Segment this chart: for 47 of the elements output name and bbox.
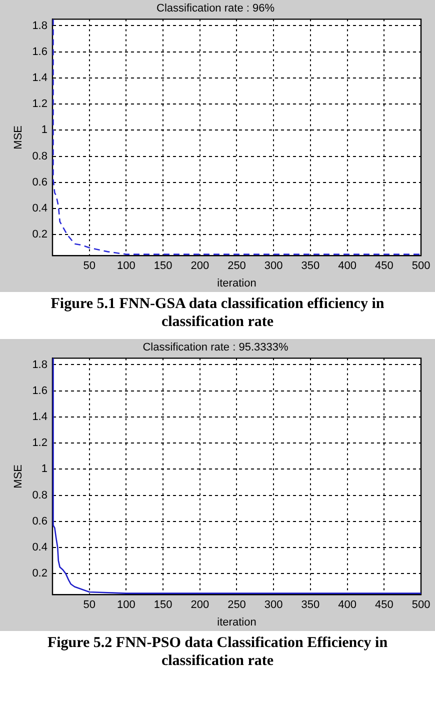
x-tick-label: 500 — [412, 599, 430, 612]
caption: Figure 5.2 FNN-PSO data Classification Efficiency in classification rate — [46, 634, 389, 671]
y-tick-label: 0.4 — [32, 542, 48, 554]
y-tick-label: 1 — [41, 124, 48, 136]
y-tick-label: 0.6 — [32, 176, 48, 188]
x-tick-label: 150 — [154, 260, 172, 272]
y-tick-label: 1.8 — [32, 20, 48, 32]
x-tick-label: 250 — [228, 260, 246, 272]
x-tick-label: 300 — [264, 260, 283, 272]
x-tick-label: 100 — [117, 599, 136, 612]
x-axis-title: iteration — [217, 277, 256, 290]
y-tick-label: 1.8 — [32, 358, 48, 371]
y-tick-label: 0.8 — [32, 489, 48, 502]
x-tick-label: 300 — [264, 599, 283, 612]
x-tick-label: 450 — [374, 260, 394, 272]
y-tick-label: 1.6 — [32, 46, 48, 58]
y-tick-label: 1.2 — [32, 98, 48, 110]
x-tick-label: 200 — [190, 260, 210, 272]
y-axis-title: MSE — [12, 464, 25, 488]
x-tick-label: 350 — [301, 599, 320, 612]
x-tick-label: 200 — [190, 599, 210, 612]
y-tick-label: 1.2 — [32, 437, 48, 450]
x-tick-label: 350 — [301, 260, 320, 272]
x-axis-title: iteration — [217, 616, 256, 628]
x-tick-label: 400 — [338, 260, 356, 272]
y-tick-label: 1.4 — [32, 72, 48, 84]
y-tick-label: 0.6 — [32, 515, 48, 528]
caption: Figure 5.1 FNN-GSA data classification efficiency in classification rate — [50, 295, 386, 332]
x-tick-label: 100 — [117, 260, 136, 272]
x-tick-label: 50 — [83, 599, 96, 612]
y-tick-label: 1 — [41, 463, 48, 476]
y-tick-label: 0.8 — [32, 150, 48, 162]
y-tick-label: 1.4 — [32, 411, 48, 424]
x-tick-label: 450 — [374, 599, 394, 612]
x-tick-label: 50 — [83, 260, 96, 272]
chart-title: Classification rate : 96% — [156, 2, 275, 15]
y-tick-label: 1.6 — [32, 384, 48, 397]
y-tick-label: 0.4 — [32, 202, 48, 215]
y-tick-label: 0.2 — [32, 568, 48, 580]
x-tick-label: 400 — [338, 599, 356, 612]
x-tick-label: 150 — [154, 599, 172, 612]
y-axis-title: MSE — [12, 125, 25, 150]
y-tick-label: 0.2 — [32, 228, 48, 241]
line-series — [52, 19, 421, 255]
x-tick-label: 250 — [228, 599, 246, 612]
x-tick-label: 500 — [412, 260, 430, 272]
chart-title: Classification rate : 95.3333% — [142, 342, 288, 354]
